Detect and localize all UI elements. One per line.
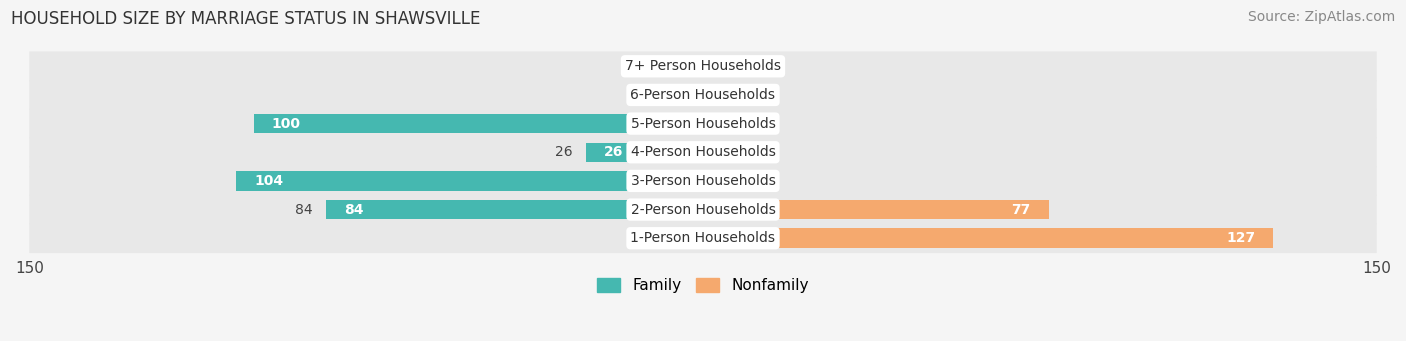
FancyBboxPatch shape (30, 166, 1376, 196)
Bar (703, 57, 740, 76)
Text: 77: 77 (1011, 203, 1031, 217)
Text: 26: 26 (555, 145, 572, 159)
Bar (703, 85, 740, 105)
Text: 5-Person Households: 5-Person Households (630, 117, 776, 131)
Text: 0: 0 (645, 59, 654, 73)
Text: 2-Person Households: 2-Person Households (630, 203, 776, 217)
Text: HOUSEHOLD SIZE BY MARRIAGE STATUS IN SHAWSVILLE: HOUSEHOLD SIZE BY MARRIAGE STATUS IN SHA… (11, 10, 481, 28)
Text: 1-Person Households: 1-Person Households (630, 231, 776, 245)
Bar (586, 143, 703, 162)
Text: 26: 26 (605, 145, 624, 159)
Bar (703, 171, 740, 191)
Bar (326, 200, 703, 219)
Text: 7+ Person Households: 7+ Person Households (626, 59, 780, 73)
Text: 0: 0 (752, 59, 761, 73)
Bar (666, 228, 703, 248)
Bar (254, 114, 703, 133)
Text: 127: 127 (1226, 231, 1256, 245)
FancyBboxPatch shape (30, 109, 1376, 138)
FancyBboxPatch shape (30, 137, 1376, 167)
FancyBboxPatch shape (30, 195, 1376, 224)
Text: 0: 0 (752, 117, 761, 131)
Text: 6-Person Households: 6-Person Households (630, 88, 776, 102)
Text: 0: 0 (752, 88, 761, 102)
Bar (703, 200, 1049, 219)
Text: Source: ZipAtlas.com: Source: ZipAtlas.com (1247, 10, 1395, 24)
Text: 84: 84 (295, 203, 312, 217)
Bar (703, 143, 740, 162)
Text: 3-Person Households: 3-Person Households (630, 174, 776, 188)
Text: 0: 0 (752, 174, 761, 188)
FancyBboxPatch shape (30, 51, 1376, 81)
Text: 0: 0 (645, 231, 654, 245)
Text: 100: 100 (271, 117, 301, 131)
Text: 104: 104 (254, 174, 283, 188)
Bar (703, 114, 740, 133)
Text: 4-Person Households: 4-Person Households (630, 145, 776, 159)
Text: 84: 84 (343, 203, 363, 217)
Bar (236, 171, 703, 191)
FancyBboxPatch shape (30, 80, 1376, 110)
Bar (666, 57, 703, 76)
Bar (666, 85, 703, 105)
Text: 0: 0 (645, 88, 654, 102)
FancyBboxPatch shape (30, 223, 1376, 253)
Legend: Family, Nonfamily: Family, Nonfamily (598, 278, 808, 293)
Text: 0: 0 (752, 145, 761, 159)
Bar (703, 228, 1274, 248)
